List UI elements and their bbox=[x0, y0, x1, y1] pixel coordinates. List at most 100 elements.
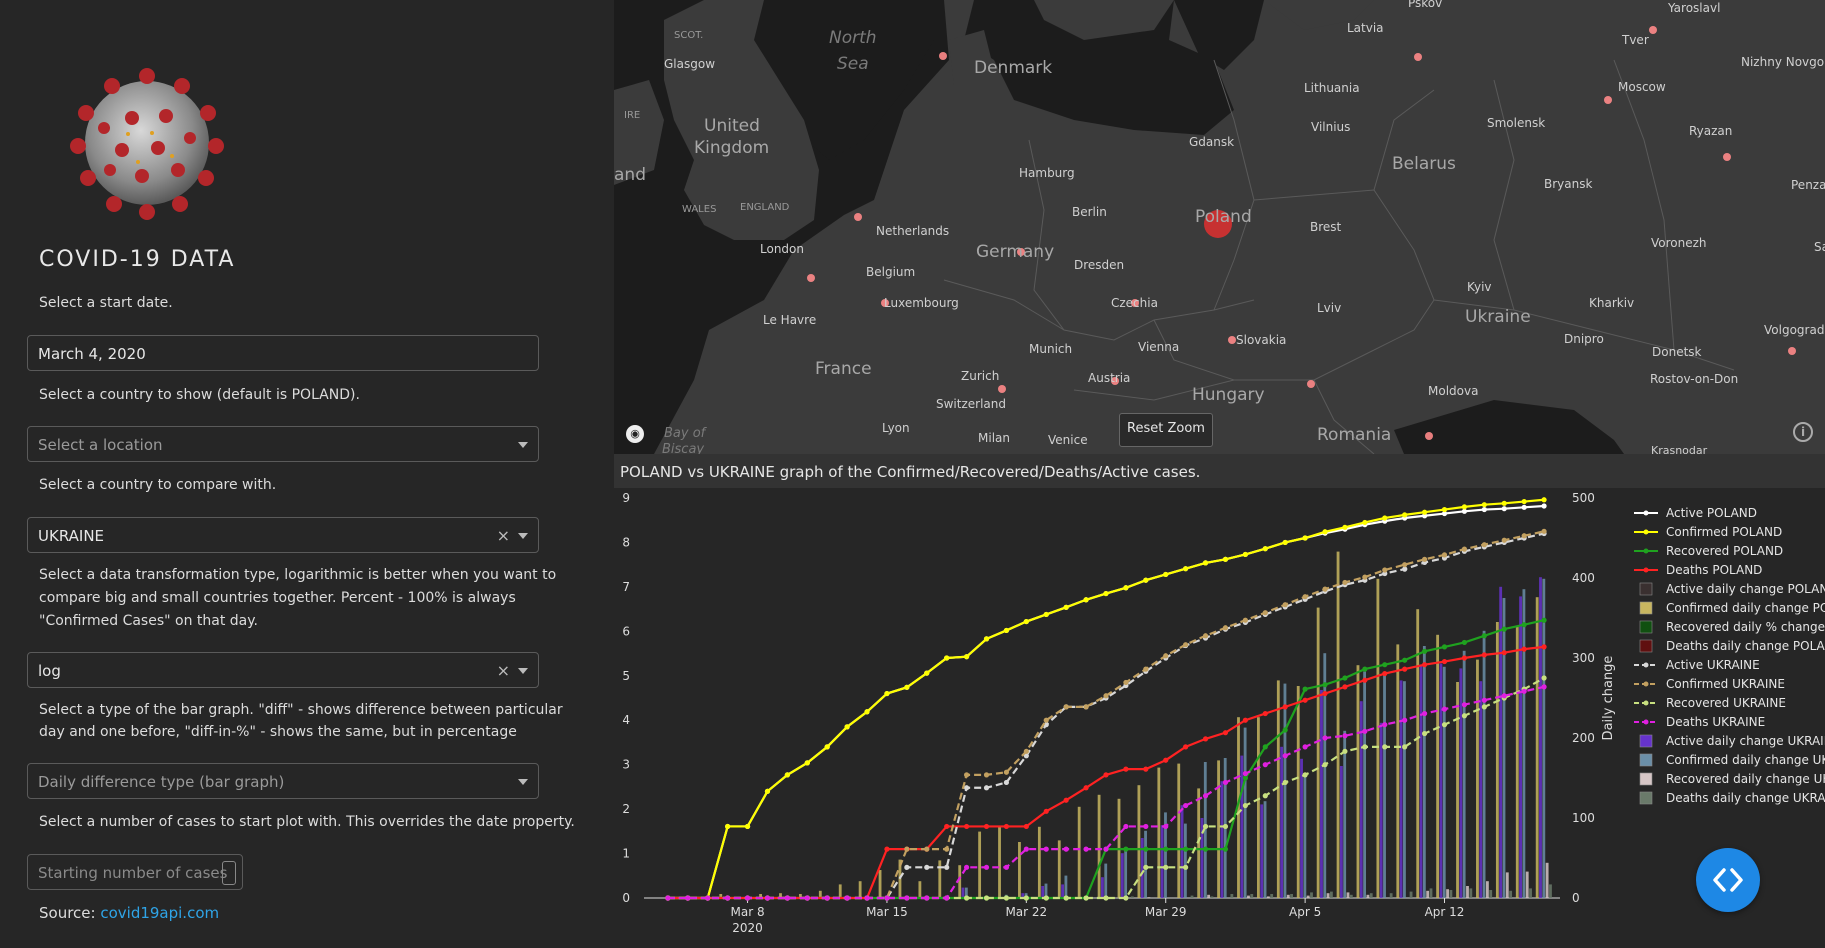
point-confirmed-ukraine bbox=[1402, 562, 1408, 568]
legend-box-swatch bbox=[1639, 582, 1653, 596]
reset-zoom-button[interactable]: Reset Zoom bbox=[1119, 413, 1213, 447]
city-label: Rostov-on-Don bbox=[1650, 372, 1739, 386]
country-select[interactable]: Select a location bbox=[27, 426, 539, 462]
y-left-tick-label: 5 bbox=[622, 669, 630, 683]
source-prefix: Source: bbox=[39, 904, 101, 922]
point-recovered-poland bbox=[1302, 686, 1308, 692]
mapbox-logo-icon[interactable]: ◉ bbox=[626, 425, 644, 443]
point-deaths-ukraine bbox=[844, 895, 850, 901]
bar-confirmed-daily-change-poland bbox=[1296, 686, 1300, 898]
bar-confirmed-daily-change-poland bbox=[1237, 717, 1240, 898]
bar-type-select[interactable]: Daily difference type (bar graph) bbox=[27, 763, 539, 799]
transform-select[interactable]: log × bbox=[27, 652, 539, 688]
compare-select[interactable]: UKRAINE × bbox=[27, 517, 539, 553]
bar-recovered-daily-change-ukraine bbox=[1326, 893, 1330, 898]
point-confirmed-poland bbox=[1083, 597, 1089, 603]
point-recovered-ukraine bbox=[1143, 864, 1149, 870]
bar-confirmed-daily-change-poland bbox=[1217, 760, 1220, 898]
point-deaths-ukraine bbox=[1362, 728, 1368, 734]
bar-confirmed-daily-change-ukraine bbox=[1462, 650, 1466, 898]
point-deaths-poland bbox=[1063, 797, 1069, 803]
point-active-ukraine bbox=[1402, 566, 1408, 572]
point-active-ukraine bbox=[983, 785, 990, 791]
chevron-down-icon[interactable] bbox=[518, 668, 528, 674]
clear-icon[interactable]: × bbox=[496, 526, 510, 545]
bar-recovered-daily-change-ukraine bbox=[1247, 895, 1250, 898]
bar-confirmed-daily-change-poland bbox=[1336, 551, 1340, 898]
bar-confirmed-daily-change-ukraine bbox=[1442, 666, 1446, 898]
point-recovered-ukraine bbox=[1262, 793, 1268, 799]
bar-active-daily-change-ukraine bbox=[1519, 596, 1522, 898]
point-recovered-poland bbox=[1183, 846, 1189, 852]
bar-active-daily-change-ukraine bbox=[1260, 804, 1264, 898]
point-deaths-poland bbox=[1083, 785, 1089, 791]
bar-confirmed-daily-change-poland bbox=[1376, 578, 1380, 898]
point-active-ukraine bbox=[1382, 570, 1388, 577]
chevron-down-icon[interactable] bbox=[518, 779, 528, 785]
point-deaths-ukraine bbox=[864, 895, 870, 901]
point-confirmed-poland bbox=[784, 772, 790, 778]
bar-confirmed-daily-change-ukraine bbox=[1104, 863, 1108, 898]
point-deaths-ukraine bbox=[1382, 722, 1388, 728]
point-deaths-poland bbox=[1302, 697, 1308, 703]
y-left-tick-label: 7 bbox=[622, 580, 630, 594]
country-label: France bbox=[815, 359, 872, 379]
region-label: IRE bbox=[624, 110, 641, 121]
country-label: Lithuania bbox=[1304, 81, 1360, 95]
city-label: Yaroslavl bbox=[1668, 1, 1721, 15]
point-deaths-ukraine bbox=[1262, 762, 1268, 768]
point-confirmed-poland bbox=[1242, 551, 1248, 558]
x-tick-label: Mar 29 bbox=[1145, 905, 1187, 919]
bar-confirmed-daily-change-ukraine bbox=[1183, 823, 1187, 898]
source-link[interactable]: covid19api.com bbox=[100, 904, 220, 922]
point-deaths-poland bbox=[1461, 655, 1468, 661]
clear-icon[interactable]: × bbox=[496, 661, 510, 680]
point-confirmed-poland bbox=[884, 690, 890, 697]
bar-deaths-daily-change-ukraine bbox=[1369, 893, 1373, 898]
point-active-ukraine bbox=[1023, 753, 1029, 759]
point-recovered-poland bbox=[1202, 846, 1209, 852]
code-toggle-button[interactable] bbox=[1696, 848, 1760, 912]
country-label: Austria bbox=[1088, 371, 1131, 385]
point-confirmed-poland bbox=[904, 684, 910, 690]
start-date-picker[interactable]: March 4, 2020 bbox=[27, 335, 539, 371]
chevron-down-icon[interactable] bbox=[518, 442, 528, 448]
starting-cases-input[interactable]: Starting number of cases bbox=[27, 854, 243, 890]
bar-active-daily-change-ukraine bbox=[961, 887, 965, 898]
bar-type-label-1: Select a type of the bar graph. "diff" -… bbox=[39, 702, 563, 718]
point-deaths-ukraine bbox=[1183, 802, 1189, 809]
point-active-ukraine bbox=[963, 785, 970, 791]
chevron-down-icon[interactable] bbox=[518, 533, 528, 539]
point-confirmed-ukraine bbox=[1143, 666, 1149, 672]
point-confirmed-ukraine bbox=[1461, 546, 1468, 552]
country-placeholder: Select a location bbox=[38, 436, 163, 454]
y-left-tick-label: 1 bbox=[622, 847, 630, 861]
point-confirmed-poland bbox=[944, 655, 950, 661]
number-spinner-icon[interactable] bbox=[222, 861, 236, 885]
point-confirmed-poland bbox=[764, 788, 771, 794]
legend-marker-swatch bbox=[1643, 700, 1649, 706]
bar-confirmed-daily-change-poland bbox=[918, 881, 922, 898]
city-label: Lviv bbox=[1317, 301, 1342, 315]
y-right-tick-label: 500 bbox=[1572, 491, 1595, 505]
country-label: Poland bbox=[1195, 207, 1252, 227]
legend-item: Confirmed daily change POLAND bbox=[1666, 601, 1825, 615]
country-label: Slovakia bbox=[1236, 333, 1287, 347]
point-active-poland bbox=[1421, 513, 1428, 519]
bar-active-daily-change-ukraine bbox=[1180, 805, 1184, 898]
point-confirmed-poland bbox=[1541, 497, 1547, 503]
city-label: Hamburg bbox=[1019, 166, 1075, 180]
bar-confirmed-daily-change-poland bbox=[958, 865, 962, 898]
info-icon[interactable]: i bbox=[1793, 422, 1813, 442]
point-recovered-poland bbox=[1541, 617, 1547, 623]
point-deaths-ukraine bbox=[1441, 706, 1448, 712]
bar-recovered-daily-change-ukraine bbox=[1306, 895, 1310, 898]
point-deaths-ukraine bbox=[1322, 735, 1328, 741]
point-recovered-poland bbox=[1521, 622, 1527, 628]
point-active-poland bbox=[1481, 506, 1487, 513]
map-view[interactable]: North Sea Bay of Biscay Denmark United K… bbox=[614, 0, 1825, 454]
point-confirmed-poland bbox=[1342, 524, 1348, 530]
bar-active-daily-change-ukraine bbox=[1359, 701, 1363, 898]
x-tick-label: Mar 22 bbox=[1005, 905, 1047, 919]
country-label: Switzerland bbox=[936, 397, 1006, 411]
